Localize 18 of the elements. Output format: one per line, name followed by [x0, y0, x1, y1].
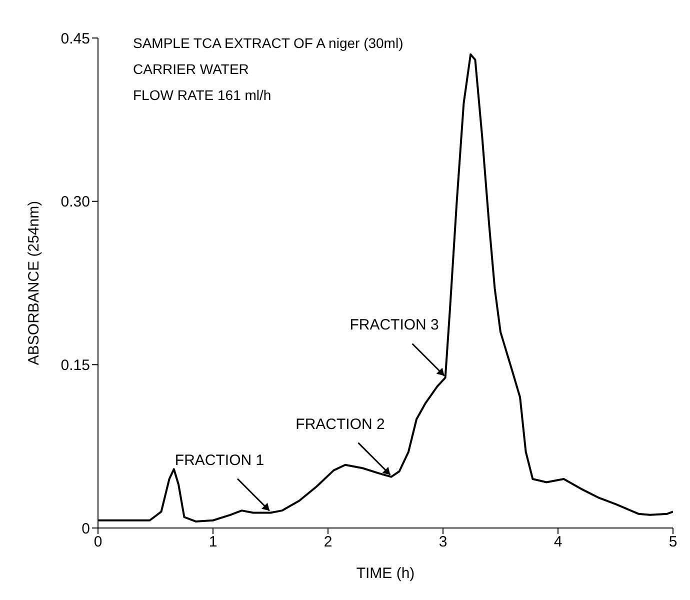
y-tick-label: 0.30	[60, 194, 90, 211]
y-axis-title: ABSORBANCE (254nm)	[25, 200, 42, 366]
y-tick-label: 0.15	[60, 356, 90, 374]
annotation: CARRIER WATER	[133, 60, 250, 79]
annotation: FLOW RATE 161 ml/h	[133, 86, 272, 105]
x-tick-label: 4	[554, 534, 562, 551]
annotation: SAMPLE TCA EXTRACT OF A niger (30ml)	[133, 34, 404, 53]
y-tick-label: 0	[82, 520, 90, 538]
annotation: FRACTION 3	[350, 316, 439, 334]
y-tick-label: 0.45	[60, 30, 90, 48]
annotation: FRACTION 1	[174, 452, 264, 469]
annotation: FRACTION 2	[296, 416, 385, 433]
x-tick-label: 1	[208, 534, 218, 551]
x-axis-title: TIME (h)	[356, 565, 415, 582]
x-tick-label: 5	[668, 534, 678, 551]
x-tick-label: 0	[94, 534, 102, 551]
x-tick-label: 3	[438, 534, 448, 551]
x-tick-label: 2	[324, 534, 332, 551]
